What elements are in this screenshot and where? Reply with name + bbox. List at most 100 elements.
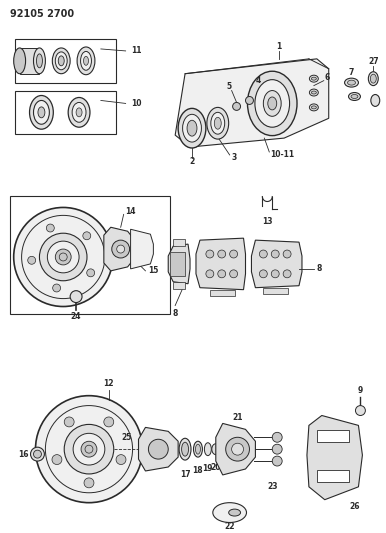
Circle shape bbox=[14, 207, 113, 306]
Ellipse shape bbox=[207, 107, 229, 139]
Circle shape bbox=[245, 96, 254, 104]
Text: 26: 26 bbox=[349, 502, 360, 511]
Circle shape bbox=[81, 441, 97, 457]
Circle shape bbox=[218, 270, 226, 278]
Circle shape bbox=[64, 424, 114, 474]
Polygon shape bbox=[130, 229, 153, 269]
Text: 20: 20 bbox=[210, 463, 221, 472]
Bar bbox=[173, 239, 185, 246]
Text: 10-11: 10-11 bbox=[270, 150, 294, 159]
Circle shape bbox=[70, 290, 82, 303]
Ellipse shape bbox=[178, 108, 206, 148]
Circle shape bbox=[283, 250, 291, 258]
Ellipse shape bbox=[211, 112, 225, 134]
Bar bbox=[173, 282, 185, 289]
Text: 13: 13 bbox=[262, 217, 273, 226]
Text: 23: 23 bbox=[267, 482, 278, 491]
Text: 16: 16 bbox=[19, 450, 29, 458]
Circle shape bbox=[83, 232, 91, 240]
Text: 8: 8 bbox=[316, 264, 322, 273]
Text: 5: 5 bbox=[226, 82, 231, 91]
Text: 11: 11 bbox=[132, 46, 142, 55]
Ellipse shape bbox=[72, 102, 86, 122]
Circle shape bbox=[34, 450, 41, 458]
Circle shape bbox=[272, 456, 282, 466]
Circle shape bbox=[206, 270, 214, 278]
Circle shape bbox=[64, 417, 74, 427]
Bar bbox=[170, 252, 185, 276]
Circle shape bbox=[55, 249, 71, 265]
Text: 14: 14 bbox=[125, 207, 136, 216]
Polygon shape bbox=[139, 427, 178, 471]
Circle shape bbox=[39, 233, 87, 281]
Ellipse shape bbox=[263, 91, 281, 116]
Ellipse shape bbox=[370, 74, 376, 83]
Ellipse shape bbox=[310, 75, 318, 82]
Ellipse shape bbox=[351, 94, 358, 99]
Polygon shape bbox=[216, 423, 256, 475]
Polygon shape bbox=[104, 227, 135, 271]
Ellipse shape bbox=[179, 438, 191, 460]
Ellipse shape bbox=[247, 71, 297, 135]
Circle shape bbox=[116, 455, 126, 465]
Bar bbox=[10, 196, 170, 314]
Text: 8: 8 bbox=[173, 309, 178, 318]
Text: 27: 27 bbox=[368, 58, 379, 66]
Ellipse shape bbox=[205, 443, 211, 456]
Ellipse shape bbox=[349, 93, 361, 100]
Text: 2: 2 bbox=[190, 157, 195, 166]
Text: 15: 15 bbox=[148, 266, 159, 276]
Polygon shape bbox=[251, 240, 302, 288]
Text: 22: 22 bbox=[224, 522, 235, 531]
Ellipse shape bbox=[229, 509, 240, 516]
Ellipse shape bbox=[52, 48, 70, 74]
Ellipse shape bbox=[36, 54, 42, 68]
Circle shape bbox=[232, 443, 244, 455]
Circle shape bbox=[230, 250, 237, 258]
Circle shape bbox=[73, 433, 105, 465]
Ellipse shape bbox=[312, 77, 317, 80]
Ellipse shape bbox=[212, 444, 220, 455]
Circle shape bbox=[28, 256, 36, 264]
Ellipse shape bbox=[312, 106, 317, 109]
Circle shape bbox=[87, 269, 95, 277]
Circle shape bbox=[46, 224, 54, 232]
Ellipse shape bbox=[347, 80, 356, 85]
Ellipse shape bbox=[68, 98, 90, 127]
Circle shape bbox=[356, 406, 366, 416]
Ellipse shape bbox=[371, 94, 380, 107]
Ellipse shape bbox=[213, 503, 247, 522]
Bar bbox=[317, 470, 349, 482]
Bar bbox=[20, 48, 39, 74]
Ellipse shape bbox=[34, 48, 46, 74]
Text: 12: 12 bbox=[103, 379, 114, 389]
Ellipse shape bbox=[183, 114, 201, 142]
Ellipse shape bbox=[195, 444, 200, 454]
Circle shape bbox=[271, 270, 279, 278]
Text: 7: 7 bbox=[349, 68, 354, 77]
Text: 24: 24 bbox=[71, 312, 81, 321]
Ellipse shape bbox=[77, 47, 95, 75]
Circle shape bbox=[259, 270, 267, 278]
Ellipse shape bbox=[268, 97, 277, 110]
Circle shape bbox=[226, 437, 249, 461]
Circle shape bbox=[259, 250, 267, 258]
Ellipse shape bbox=[76, 108, 82, 117]
Circle shape bbox=[104, 417, 114, 427]
Text: 18: 18 bbox=[193, 466, 203, 475]
Bar bbox=[210, 289, 235, 296]
Polygon shape bbox=[196, 238, 245, 289]
Ellipse shape bbox=[255, 79, 290, 127]
Text: 10: 10 bbox=[132, 99, 142, 108]
Ellipse shape bbox=[55, 52, 67, 70]
Text: 19: 19 bbox=[203, 464, 213, 473]
Ellipse shape bbox=[193, 441, 202, 457]
Ellipse shape bbox=[345, 78, 359, 87]
Bar bbox=[15, 39, 116, 83]
Ellipse shape bbox=[214, 117, 221, 129]
Circle shape bbox=[36, 395, 142, 503]
Circle shape bbox=[149, 439, 168, 459]
Circle shape bbox=[206, 250, 214, 258]
Ellipse shape bbox=[14, 48, 25, 74]
Text: 1: 1 bbox=[276, 43, 282, 52]
